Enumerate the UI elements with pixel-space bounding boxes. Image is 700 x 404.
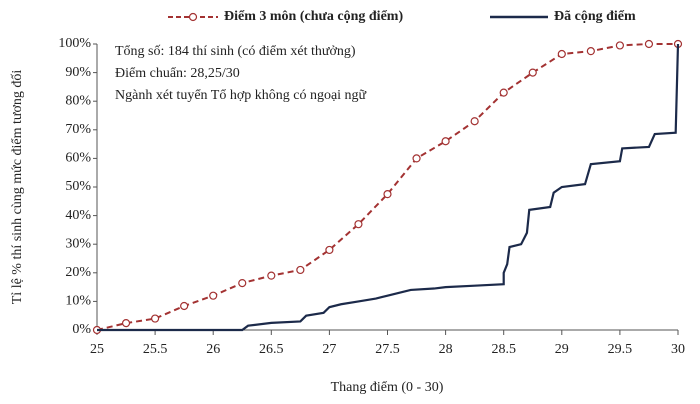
data-point	[325, 245, 334, 255]
data-point	[615, 41, 625, 50]
x-tick-label: 27.5	[375, 342, 400, 357]
x-tick-label: 25	[90, 342, 104, 357]
y-tick-label: 70%	[65, 122, 91, 137]
y-tick-label: 20%	[65, 265, 91, 280]
series-line	[97, 43, 680, 332]
annotation: Ngành xét tuyển Tổ hợp không có ngoại ng…	[115, 88, 367, 103]
data-point	[528, 68, 537, 77]
annotation: Điểm chuẩn: 28,25/30	[115, 66, 240, 81]
data-point	[267, 271, 276, 280]
data-point	[644, 39, 654, 49]
data-point	[354, 220, 363, 229]
annotation: Tổng số: 184 thí sinh (có điểm xét thưởn…	[115, 44, 356, 59]
y-axis-label: Tỉ lệ % thí sinh cùng mức điểm tương đối	[10, 70, 25, 305]
y-tick-label: 10%	[65, 294, 91, 309]
legend-label: Đã cộng điểm	[554, 9, 636, 24]
x-tick-label: 27	[322, 342, 336, 357]
y-tick-label: 40%	[65, 208, 91, 223]
data-point	[499, 88, 508, 97]
data-point	[441, 137, 450, 146]
y-tick-label: 30%	[65, 236, 91, 251]
x-tick-label: 30	[671, 342, 685, 357]
x-tick-label: 26	[206, 342, 220, 357]
data-point	[238, 278, 247, 288]
y-tick-label: 50%	[65, 179, 91, 194]
data-point	[586, 47, 595, 56]
x-tick-label: 25.5	[143, 342, 168, 357]
legend-label: Điểm 3 môn (chưa cộng điểm)	[224, 9, 403, 24]
x-axis-label: Thang điểm (0 - 30)	[331, 380, 444, 395]
data-point	[151, 314, 160, 323]
data-point	[470, 117, 479, 126]
x-tick-label: 26.5	[259, 342, 284, 357]
data-point	[180, 301, 189, 311]
data-point	[121, 319, 131, 328]
y-tick-label: 0%	[72, 322, 91, 337]
data-point	[296, 265, 305, 275]
y-tick-label: 90%	[65, 65, 91, 80]
data-point	[383, 190, 392, 199]
data-point	[557, 49, 566, 59]
x-tick-label: 29.5	[608, 342, 633, 357]
y-tick-label: 100%	[58, 36, 91, 51]
y-tick-label: 60%	[65, 151, 91, 166]
legend: Điểm 3 môn (chưa cộng điểm) Đã cộng điểm	[168, 9, 636, 24]
x-tick-label: 28	[439, 342, 453, 357]
series-line	[96, 43, 678, 331]
x-tick-label: 28.5	[491, 342, 516, 357]
data-point	[412, 154, 421, 163]
legend-marker	[188, 12, 198, 22]
y-tick-label: 80%	[65, 93, 91, 108]
x-tick-label: 29	[555, 342, 569, 357]
data-point	[209, 291, 218, 300]
